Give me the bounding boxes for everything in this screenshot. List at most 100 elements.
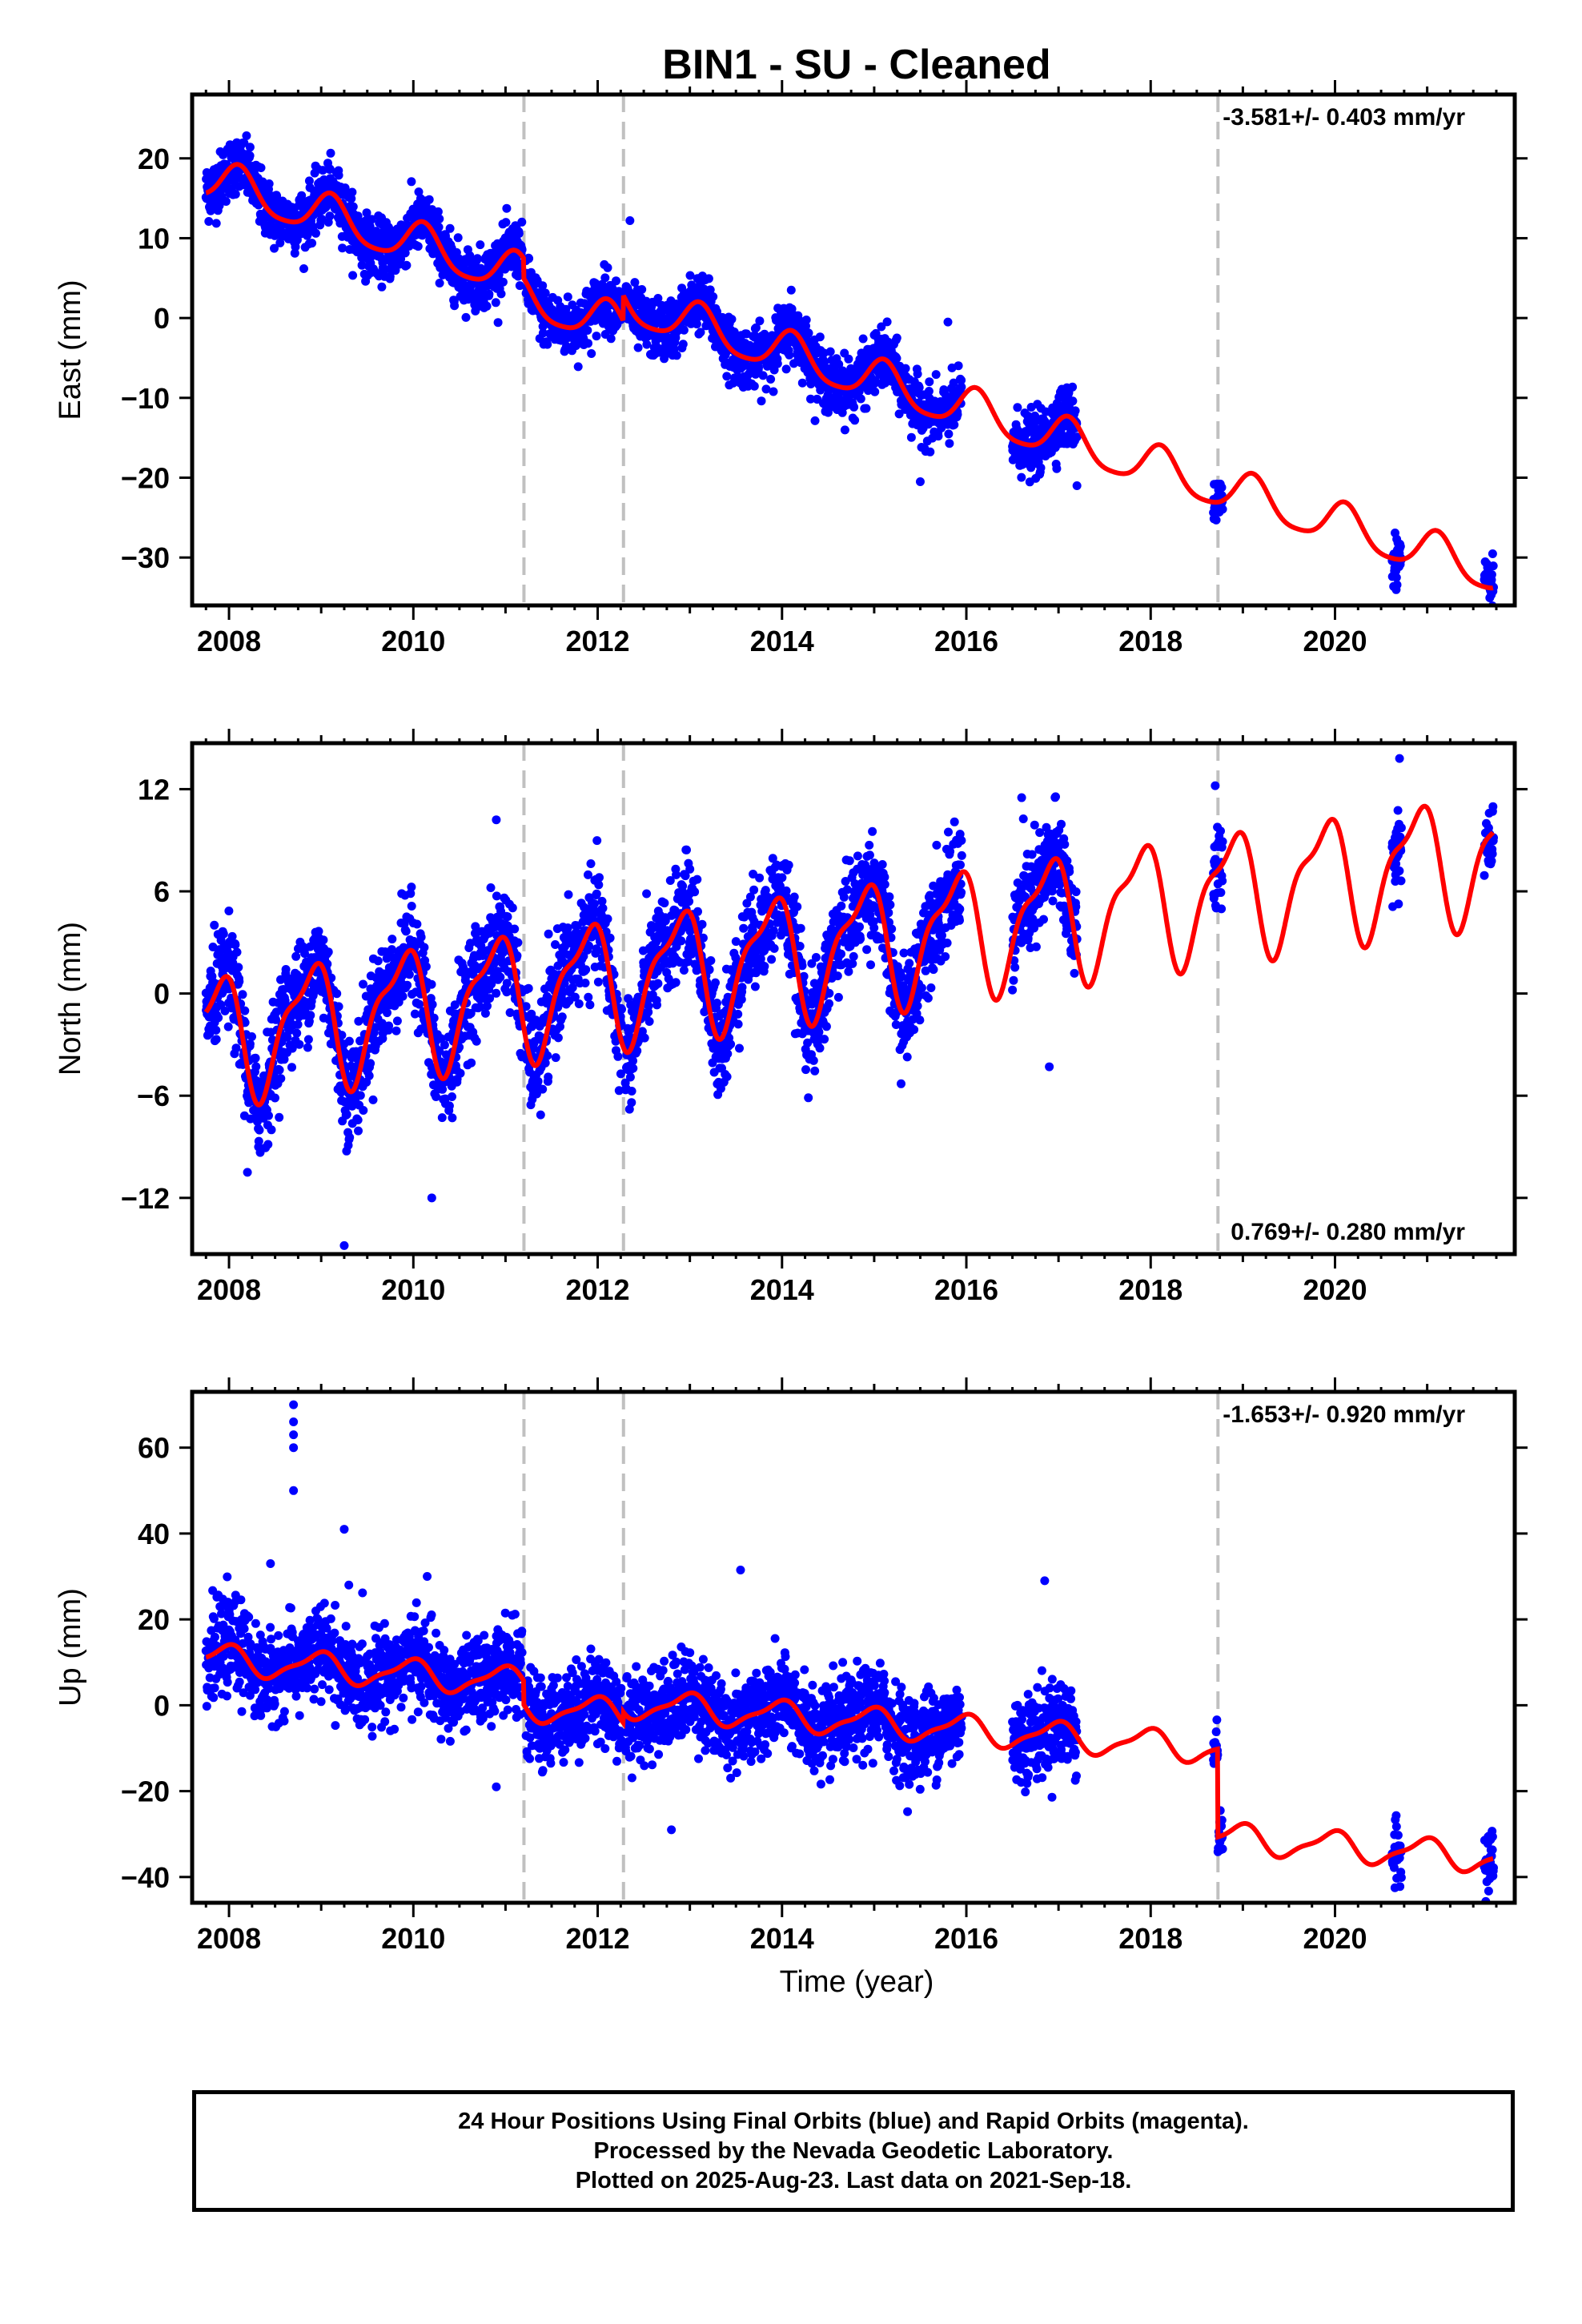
data-point	[496, 972, 505, 982]
data-point	[894, 409, 904, 419]
data-point	[503, 912, 512, 922]
data-point	[410, 1009, 420, 1019]
data-point	[945, 439, 954, 448]
data-point	[642, 889, 652, 899]
data-point	[383, 1008, 391, 1018]
data-point	[496, 289, 506, 299]
data-point	[625, 1072, 635, 1082]
data-point	[751, 323, 761, 332]
data-point	[364, 1071, 374, 1080]
data-point	[870, 387, 880, 396]
data-point	[492, 988, 501, 998]
y-tick-label: 10	[138, 222, 170, 255]
data-point	[705, 285, 715, 295]
data-point	[359, 1106, 368, 1115]
data-point	[440, 1040, 449, 1050]
data-point	[538, 281, 548, 291]
data-point	[642, 340, 652, 349]
data-point	[810, 416, 820, 425]
data-point	[271, 1015, 281, 1024]
data-point	[238, 990, 247, 999]
data-point	[480, 1008, 490, 1018]
data-point	[492, 891, 501, 901]
data-point	[368, 1095, 378, 1104]
data-point	[1485, 612, 1494, 621]
data-point	[275, 238, 285, 247]
data-point	[870, 376, 880, 385]
data-point	[342, 1110, 351, 1120]
data-point	[323, 947, 333, 957]
data-point	[367, 215, 376, 224]
data-point	[926, 447, 935, 456]
data-point	[398, 991, 408, 1001]
data-point	[303, 1043, 312, 1052]
data-point	[573, 362, 583, 372]
data-point	[231, 1043, 241, 1053]
data-point	[377, 282, 387, 292]
panel-east: 2008 2010 2012 2014 2016 2018 202020100−10−20−…	[54, 80, 1528, 657]
data-point	[630, 278, 640, 287]
data-point	[586, 859, 596, 868]
data-point	[709, 292, 718, 301]
data-point	[210, 920, 219, 930]
data-point	[785, 350, 794, 360]
data-point	[685, 864, 695, 874]
data-point	[231, 190, 240, 199]
data-point	[713, 307, 721, 316]
data-point	[461, 312, 471, 322]
data-point	[234, 963, 243, 972]
data-point	[323, 959, 332, 969]
data-point	[892, 333, 901, 343]
data-point	[592, 332, 601, 341]
data-point	[612, 276, 620, 286]
data-point	[467, 1058, 476, 1068]
data-point	[435, 214, 444, 223]
data-point	[292, 1028, 302, 1038]
data-point	[1392, 580, 1402, 589]
data-point	[592, 889, 601, 899]
data-point	[892, 353, 901, 363]
data-point	[303, 1035, 313, 1044]
data-point	[711, 978, 720, 987]
data-point	[384, 1021, 394, 1031]
x-tick-label: 2016	[934, 625, 998, 657]
data-point	[259, 1071, 268, 1080]
data-point	[508, 903, 517, 913]
data-point	[387, 945, 396, 955]
data-point	[761, 384, 771, 394]
data-point	[627, 1098, 636, 1108]
data-point	[556, 1022, 564, 1031]
data-point	[235, 977, 244, 987]
model-fit-curve	[205, 162, 1494, 591]
y-tick-label: −30	[121, 541, 170, 574]
data-point	[287, 1063, 296, 1072]
data-point	[338, 243, 347, 253]
data-point	[353, 211, 363, 221]
data-point	[820, 357, 829, 367]
data-point	[1211, 515, 1221, 525]
data-point	[373, 956, 383, 966]
x-tick-label: 2010	[381, 625, 445, 657]
data-point	[513, 938, 523, 947]
data-point	[797, 378, 807, 388]
data-point	[416, 932, 426, 942]
data-point	[498, 277, 508, 287]
data-point	[304, 176, 314, 186]
data-point	[482, 301, 492, 311]
data-point	[254, 1136, 263, 1146]
data-point	[251, 1062, 261, 1072]
data-point	[536, 1110, 545, 1120]
data-point	[392, 1016, 402, 1026]
data-point	[758, 371, 768, 380]
data-point	[815, 332, 825, 342]
data-point	[858, 334, 868, 344]
data-point	[563, 292, 572, 302]
data-point	[705, 965, 714, 975]
data-point	[318, 166, 327, 175]
data-point	[270, 243, 279, 253]
data-point	[445, 223, 455, 233]
data-point	[950, 420, 959, 429]
data-point	[414, 187, 424, 197]
data-point	[283, 1032, 292, 1042]
data-point	[406, 889, 416, 899]
